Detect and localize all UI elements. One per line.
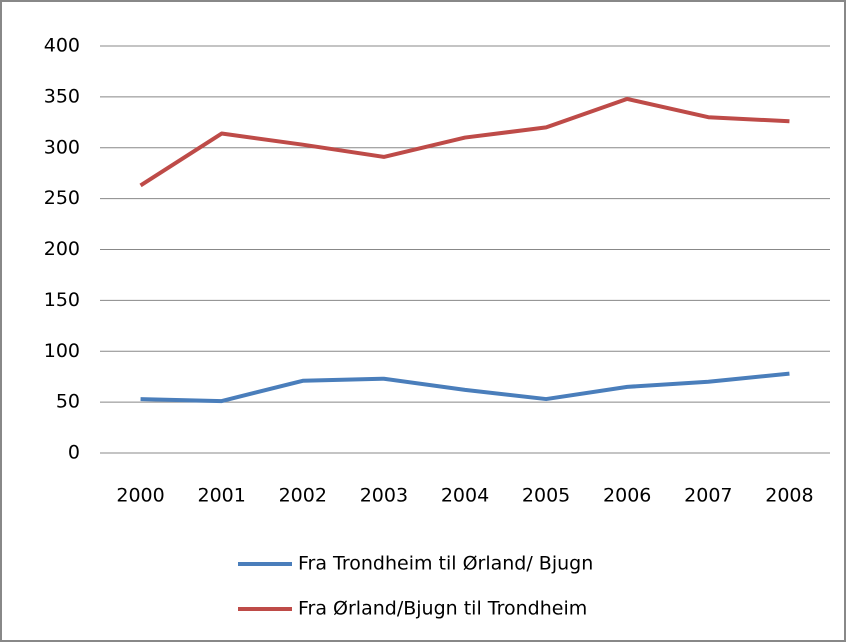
y-tick-label: 250 xyxy=(44,187,80,209)
x-tick-label: 2001 xyxy=(197,485,245,507)
x-tick-label: 2004 xyxy=(441,485,489,507)
y-tick-label: 100 xyxy=(44,340,80,362)
series-line xyxy=(139,96,790,188)
x-tick-label: 2000 xyxy=(116,485,164,507)
x-tick-label: 2002 xyxy=(279,485,327,507)
y-tick-label: 50 xyxy=(56,391,80,413)
x-tick-label: 2005 xyxy=(522,485,570,507)
x-tick-label: 2006 xyxy=(603,485,651,507)
y-tick-label: 0 xyxy=(68,442,80,464)
x-tick-label: 2007 xyxy=(684,485,732,507)
y-tick-label: 400 xyxy=(44,35,80,57)
y-tick-label: 150 xyxy=(44,289,80,311)
series-line xyxy=(140,371,790,404)
legend-label: Fra Ørland/Bjugn til Trondheim xyxy=(298,598,587,620)
y-tick-label: 200 xyxy=(44,238,80,260)
y-tick-label: 300 xyxy=(44,136,80,158)
x-tick-label: 2003 xyxy=(360,485,408,507)
y-tick-label: 350 xyxy=(44,85,80,107)
x-tick-label: 2008 xyxy=(765,485,813,507)
legend-label: Fra Trondheim til Ørland/ Bjugn xyxy=(298,553,593,575)
